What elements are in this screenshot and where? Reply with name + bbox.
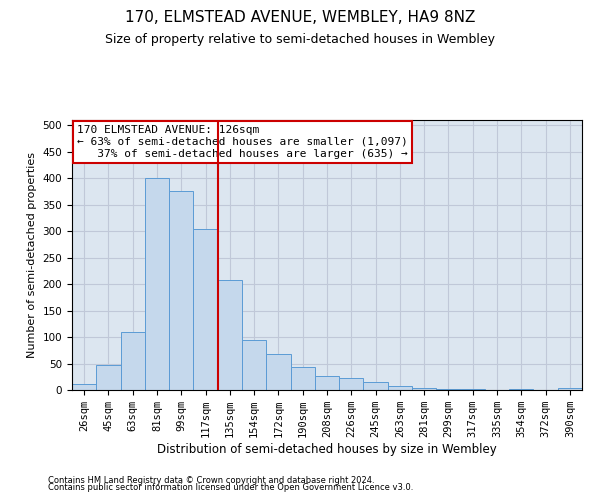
Text: Contains HM Land Registry data © Crown copyright and database right 2024.: Contains HM Land Registry data © Crown c… — [48, 476, 374, 485]
Bar — [242, 340, 266, 390]
Text: 170, ELMSTEAD AVENUE, WEMBLEY, HA9 8NZ: 170, ELMSTEAD AVENUE, WEMBLEY, HA9 8NZ — [125, 10, 475, 25]
Text: Contains public sector information licensed under the Open Government Licence v3: Contains public sector information licen… — [48, 484, 413, 492]
Bar — [193, 228, 218, 390]
Bar — [121, 332, 145, 390]
Bar — [218, 280, 242, 390]
Bar — [388, 386, 412, 390]
Text: Size of property relative to semi-detached houses in Wembley: Size of property relative to semi-detach… — [105, 32, 495, 46]
Bar — [558, 388, 582, 390]
Bar — [412, 388, 436, 390]
Bar — [315, 376, 339, 390]
Bar — [364, 382, 388, 390]
Bar — [266, 354, 290, 390]
Y-axis label: Number of semi-detached properties: Number of semi-detached properties — [27, 152, 37, 358]
Bar — [436, 389, 461, 390]
Bar — [169, 192, 193, 390]
Bar — [145, 178, 169, 390]
Bar — [339, 378, 364, 390]
Bar — [72, 384, 96, 390]
Text: 170 ELMSTEAD AVENUE: 126sqm
← 63% of semi-detached houses are smaller (1,097)
  : 170 ELMSTEAD AVENUE: 126sqm ← 63% of sem… — [77, 126, 408, 158]
Bar — [96, 364, 121, 390]
Bar — [290, 367, 315, 390]
X-axis label: Distribution of semi-detached houses by size in Wembley: Distribution of semi-detached houses by … — [157, 443, 497, 456]
